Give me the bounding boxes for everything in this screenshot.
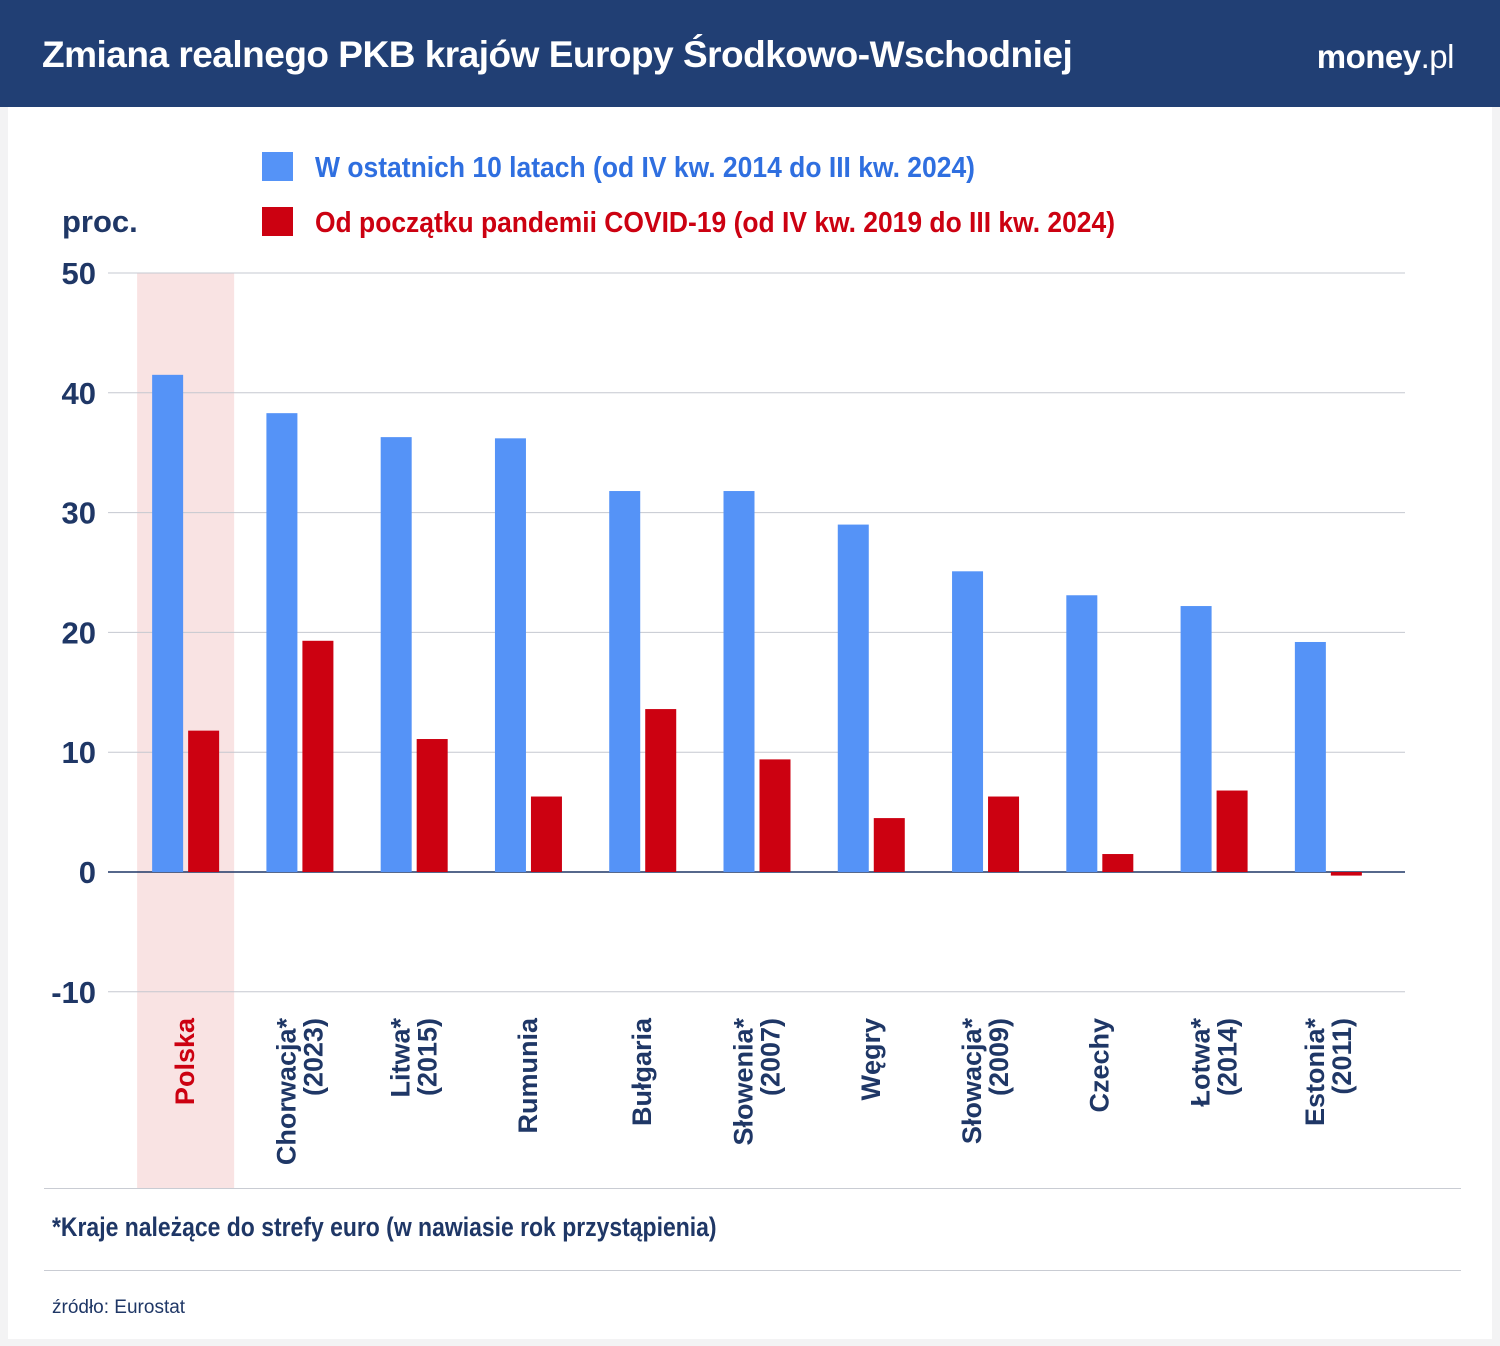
y-axis-label: proc. bbox=[62, 204, 138, 239]
x-tick-label: Litwa*(2015) bbox=[386, 1018, 443, 1098]
money-pl-logo: money.pl bbox=[1316, 38, 1455, 76]
legend-swatch bbox=[262, 152, 293, 181]
x-tick-line: (2015) bbox=[413, 1018, 443, 1096]
y-tick-label: 0 bbox=[79, 855, 96, 890]
x-tick-line: (2011) bbox=[1327, 1018, 1357, 1095]
bar bbox=[302, 640, 334, 872]
x-tick-line: Łotwa* bbox=[1186, 1018, 1216, 1107]
x-tick-line: Estonia* bbox=[1300, 1018, 1330, 1127]
bar bbox=[380, 437, 412, 872]
x-tick-label: Polska bbox=[170, 1017, 200, 1105]
bar bbox=[759, 759, 791, 872]
x-tick-label: Łotwa*(2014) bbox=[1186, 1018, 1243, 1107]
y-tick-label: 20 bbox=[62, 615, 96, 650]
divider bbox=[44, 1188, 1461, 1189]
y-tick-label: 10 bbox=[62, 735, 96, 770]
bar bbox=[530, 796, 562, 872]
header: Zmiana realnego PKB krajów Europy Środko… bbox=[0, 0, 1500, 107]
x-tick-label: Estonia*(2011) bbox=[1300, 1018, 1357, 1127]
bar bbox=[1294, 641, 1326, 872]
bar bbox=[609, 491, 641, 872]
x-tick-line: Słowenia* bbox=[729, 1018, 759, 1146]
y-tick-label: -10 bbox=[51, 975, 96, 1010]
y-tick-label: 30 bbox=[62, 496, 96, 531]
x-tick-line: Słowacja* bbox=[957, 1018, 987, 1145]
bar bbox=[1216, 790, 1248, 872]
bar bbox=[988, 796, 1020, 872]
legend-label: Od początku pandemii COVID-19 (od IV kw.… bbox=[315, 207, 1115, 239]
bar bbox=[837, 524, 869, 872]
bar bbox=[1330, 872, 1362, 876]
bar bbox=[416, 739, 448, 872]
x-tick-line: (2023) bbox=[298, 1018, 328, 1096]
x-tick-line: Chorwacja* bbox=[271, 1018, 301, 1166]
bar bbox=[645, 709, 677, 872]
bar bbox=[494, 438, 526, 872]
bar bbox=[188, 730, 220, 872]
x-tick-line: Bułgaria bbox=[627, 1017, 657, 1126]
logo-main: money bbox=[1316, 38, 1421, 75]
legend-label: W ostatnich 10 latach (od IV kw. 2014 do… bbox=[315, 152, 975, 184]
bar bbox=[152, 374, 184, 872]
x-tick-line: (2009) bbox=[984, 1018, 1014, 1096]
logo-suffix: .pl bbox=[1420, 38, 1455, 75]
y-tick-label: 40 bbox=[62, 376, 96, 411]
x-tick-label: Węgry bbox=[856, 1018, 886, 1101]
bar bbox=[1180, 606, 1212, 872]
source: źródło: Eurostat bbox=[52, 1297, 186, 1318]
bar bbox=[952, 571, 984, 872]
bar bbox=[873, 818, 905, 872]
x-tick-label: Chorwacja*(2023) bbox=[271, 1018, 328, 1166]
x-tick-line: (2014) bbox=[1213, 1018, 1243, 1096]
x-tick-label: Rumunia bbox=[513, 1017, 543, 1133]
x-tick-line: Węgry bbox=[856, 1018, 886, 1101]
x-tick-line: Rumunia bbox=[513, 1017, 543, 1133]
x-tick-label: Słowenia*(2007) bbox=[729, 1018, 786, 1146]
euro-note: *Kraje należące do strefy euro (w nawias… bbox=[52, 1212, 717, 1242]
bar bbox=[723, 491, 755, 872]
x-tick-line: Czechy bbox=[1084, 1018, 1114, 1113]
legend-swatch bbox=[262, 207, 293, 236]
bar bbox=[1102, 854, 1134, 872]
divider bbox=[44, 1270, 1461, 1271]
x-tick-line: (2007) bbox=[756, 1018, 786, 1096]
x-tick-line: Polska bbox=[170, 1017, 200, 1105]
x-tick-line: Litwa* bbox=[386, 1018, 416, 1098]
x-tick-label: Bułgaria bbox=[627, 1017, 657, 1126]
x-tick-label: Czechy bbox=[1084, 1018, 1114, 1113]
x-tick-label: Słowacja*(2009) bbox=[957, 1018, 1014, 1145]
y-tick-label: 50 bbox=[62, 256, 96, 291]
bar bbox=[266, 413, 298, 872]
bar bbox=[1066, 595, 1098, 872]
chart-title: Zmiana realnego PKB krajów Europy Środko… bbox=[42, 34, 1073, 75]
